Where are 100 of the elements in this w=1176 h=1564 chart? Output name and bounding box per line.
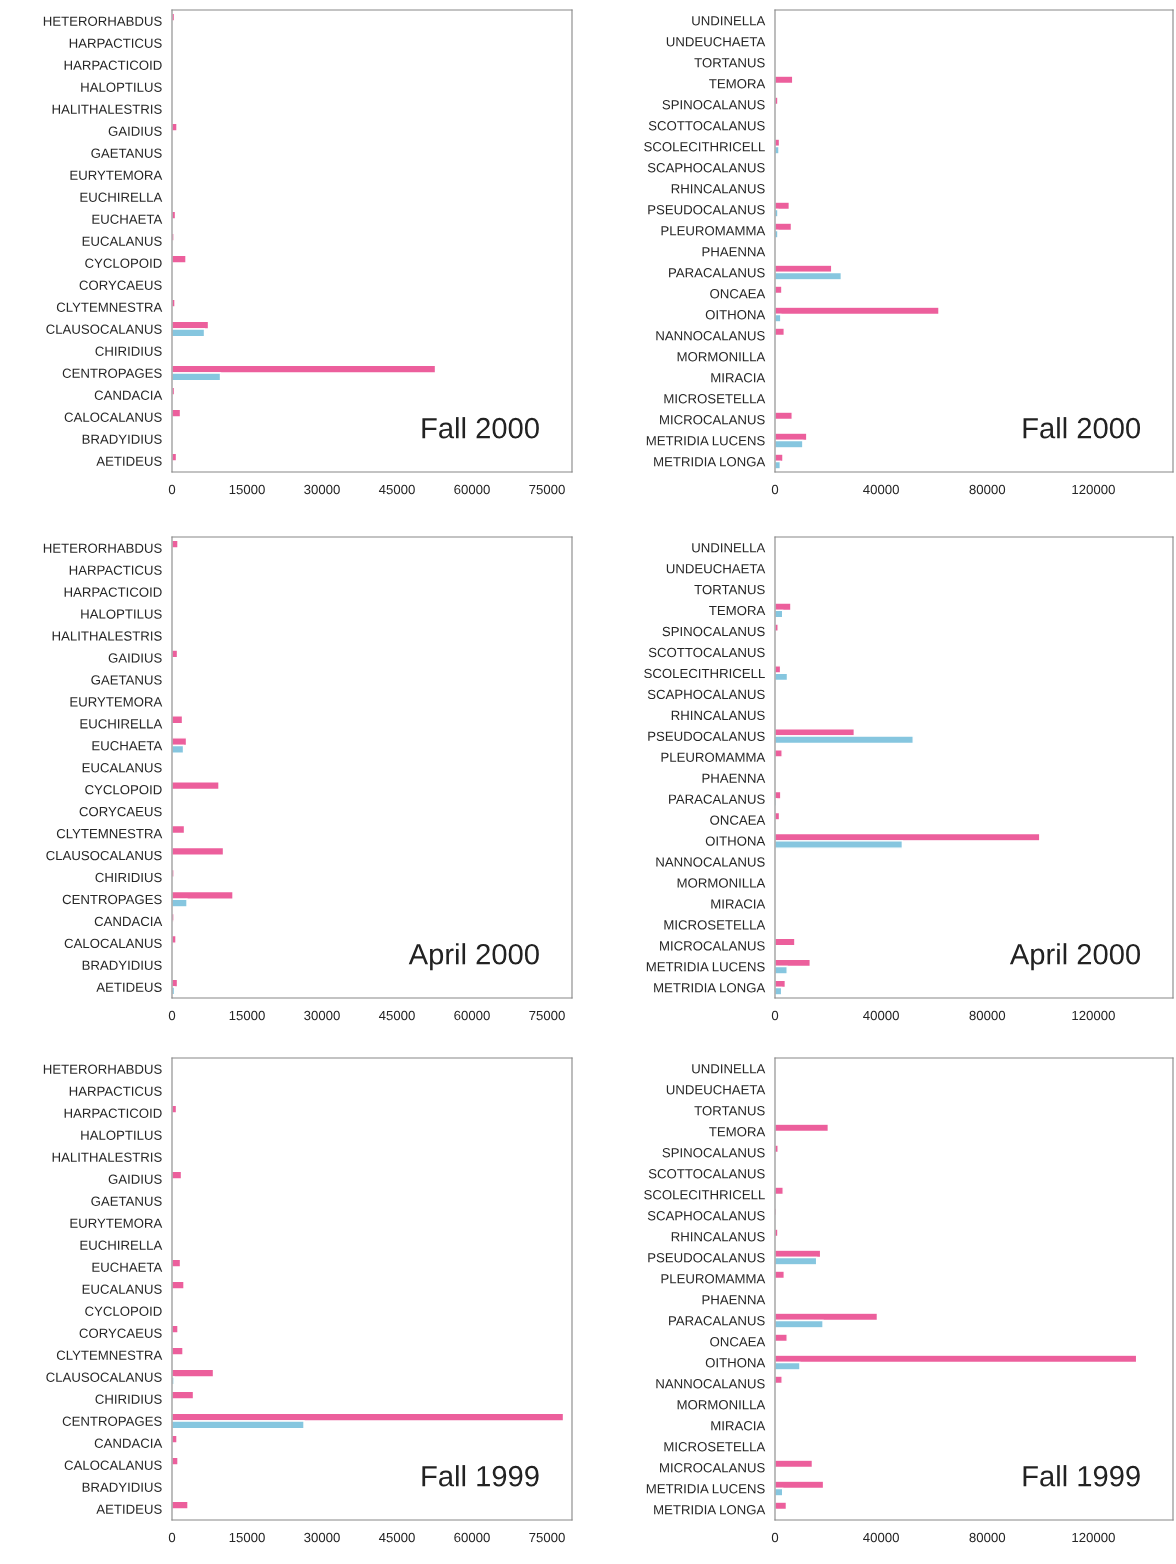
y-tick-label: SCAPHOCALANUS	[647, 1211, 765, 1221]
y-tick-label: PSEUDOCALANUS	[648, 1253, 765, 1263]
y-tick-label: MICROCALANUS	[660, 415, 765, 425]
y-tick-label: BRADYIDIUS	[82, 434, 162, 444]
y-tick-label: UNDINELLA	[692, 1064, 766, 1074]
y-tick-label: TORTANUS	[694, 1106, 765, 1116]
y-tick-label: METRIDIA LONGA	[654, 457, 766, 467]
y-tick-label: CORYCAEUS	[79, 1328, 162, 1338]
y-tick-label: HARPACTICUS	[69, 38, 162, 48]
y-tick-label: CALOCALANUS	[64, 1460, 162, 1470]
y-tick-label: HARPACTICUS	[69, 1086, 162, 1096]
y-tick-label: CALOCALANUS	[64, 412, 162, 422]
y-tick-label: PARACALANUS	[669, 794, 765, 804]
x-tick-label: 0	[771, 1010, 779, 1021]
y-tick-label: EURYTEMORA	[70, 697, 163, 707]
y-tick-label: ONCAEA	[710, 289, 766, 299]
y-tick-label: METRIDIA LUCENS	[646, 436, 765, 446]
text: Fall 1999	[422, 1465, 539, 1487]
x-tick-label: 15000	[229, 1532, 265, 1543]
x-tick-label: 120000	[1072, 1532, 1115, 1543]
x-tick-label: 0	[771, 484, 779, 495]
y-tick-label: MICROCALANUS	[660, 941, 765, 951]
y-tick-label: EUCHIRELLA	[80, 1240, 163, 1250]
x-tick-label: 80000	[969, 1532, 1006, 1543]
x-tick-label: 80000	[969, 1010, 1006, 1021]
x-tick-label: 45000	[378, 1532, 415, 1543]
y-tick-label: BRADYIDIUS	[82, 960, 162, 970]
y-tick-label: HARPACTICOID	[64, 587, 162, 597]
text: Fall 2000	[422, 417, 539, 439]
y-tick-label: CANDACIA	[94, 390, 163, 400]
y-tick-label: EUCHIRELLA	[80, 719, 163, 729]
y-tick-label: CLYTEMNESTRA	[56, 828, 163, 839]
y-tick-label: SCOLECITHRICELL	[644, 668, 765, 679]
text: Fall 2000	[1023, 417, 1141, 439]
y-tick-label: UNDINELLA	[692, 543, 766, 553]
y-tick-label: CANDACIA	[94, 1438, 163, 1448]
y-tick-label: HALITHALESTRIS	[52, 104, 162, 114]
x-tick-label: 30000	[304, 1010, 340, 1021]
text: April 2000	[1009, 943, 1141, 971]
y-tick-label: GAETANUS	[91, 675, 162, 685]
x-tick-label: 30000	[304, 1532, 340, 1543]
y-tick-label: GAETANUS	[91, 148, 162, 158]
y-tick-label: HALITHALESTRIS	[52, 631, 162, 641]
x-tick-label: 75000	[529, 1532, 565, 1543]
y-tick-label: METRIDIA LUCENS	[646, 1484, 765, 1494]
y-tick-label: METRIDIA LONGA	[654, 1505, 766, 1515]
y-tick-label: HARPACTICUS	[69, 565, 162, 575]
y-tick-label: TEMORA	[709, 79, 766, 89]
x-tick-label: 45000	[378, 1010, 415, 1021]
y-tick-label: TORTANUS	[694, 584, 765, 595]
y-tick-label: NANNOCALANUS	[656, 331, 765, 341]
x-tick-label: 30000	[304, 484, 340, 495]
y-tick-label: EUCHAETA	[92, 741, 163, 751]
x-tick-label: 75000	[529, 484, 565, 495]
x-tick-label: 45000	[378, 484, 415, 495]
y-tick-label: HALOPTILUS	[81, 1130, 162, 1140]
y-tick-label: UNDINELLA	[692, 16, 766, 26]
y-tick-label: HALOPTILUS	[81, 82, 162, 92]
y-tick-label: UNDEUCHAETA	[666, 37, 766, 47]
y-tick-label: PARACALANUS	[669, 268, 765, 278]
y-tick-label: PHAENNA	[702, 1295, 766, 1305]
y-tick-label: CYCLOPOID	[85, 785, 162, 795]
y-tick-label: AETIDEUS	[96, 982, 162, 992]
y-tick-label: RHINCALANUS	[671, 184, 765, 194]
y-tick-label: HETERORHABDUS	[43, 1064, 162, 1074]
y-tick-label: HALOPTILUS	[81, 609, 162, 619]
y-tick-label: PLEUROMAMMA	[661, 226, 766, 236]
y-tick-label: CHIRIDIUS	[95, 346, 162, 356]
y-tick-label: GAIDIUS	[108, 1174, 162, 1184]
y-tick-label: TEMORA	[709, 1127, 766, 1137]
y-tick-label: ONCAEA	[710, 815, 766, 825]
y-tick-label: PSEUDOCALANUS	[648, 205, 765, 215]
y-tick-label: EUCALANUS	[82, 1284, 162, 1294]
y-tick-label: CLYTEMNESTRA	[56, 302, 163, 312]
y-tick-label: CORYCAEUS	[79, 806, 162, 817]
y-tick-label: CLAUSOCALANUS	[46, 850, 162, 861]
x-tick-label: 120000	[1072, 484, 1115, 495]
x-tick-label: 15000	[229, 1010, 265, 1021]
x-tick-label: 120000	[1072, 1010, 1115, 1021]
y-tick-label: MICROSETELLA	[664, 394, 766, 404]
y-tick-label: SCAPHOCALANUS	[647, 689, 765, 700]
y-tick-label: PHAENNA	[702, 247, 766, 257]
y-tick-label: PLEUROMAMMA	[661, 752, 766, 762]
y-tick-label: SCOTTOCALANUS	[648, 647, 765, 658]
y-tick-label: MORMONILLA	[677, 1400, 766, 1410]
y-tick-label: GAIDIUS	[108, 126, 162, 136]
x-tick-label: 60000	[454, 1532, 490, 1543]
y-tick-label: UNDEUCHAETA	[666, 1085, 766, 1095]
y-tick-label: CYCLOPOID	[85, 258, 162, 268]
x-tick-label: 0	[168, 1532, 176, 1543]
x-tick-label: 0	[168, 1010, 176, 1021]
y-tick-label: MIRACIA	[711, 899, 766, 909]
y-tick-label: SCOTTOCALANUS	[648, 1169, 765, 1179]
y-tick-label: AETIDEUS	[96, 1504, 162, 1514]
y-tick-label: MIRACIA	[711, 373, 766, 383]
y-tick-label: CENTROPAGES	[62, 894, 162, 905]
y-tick-label: RHINCALANUS	[671, 1232, 765, 1242]
y-tick-label: SCOLECITHRICELL	[644, 1190, 765, 1200]
y-tick-label: TORTANUS	[694, 58, 765, 68]
text: Fall 1999	[1023, 1465, 1140, 1487]
